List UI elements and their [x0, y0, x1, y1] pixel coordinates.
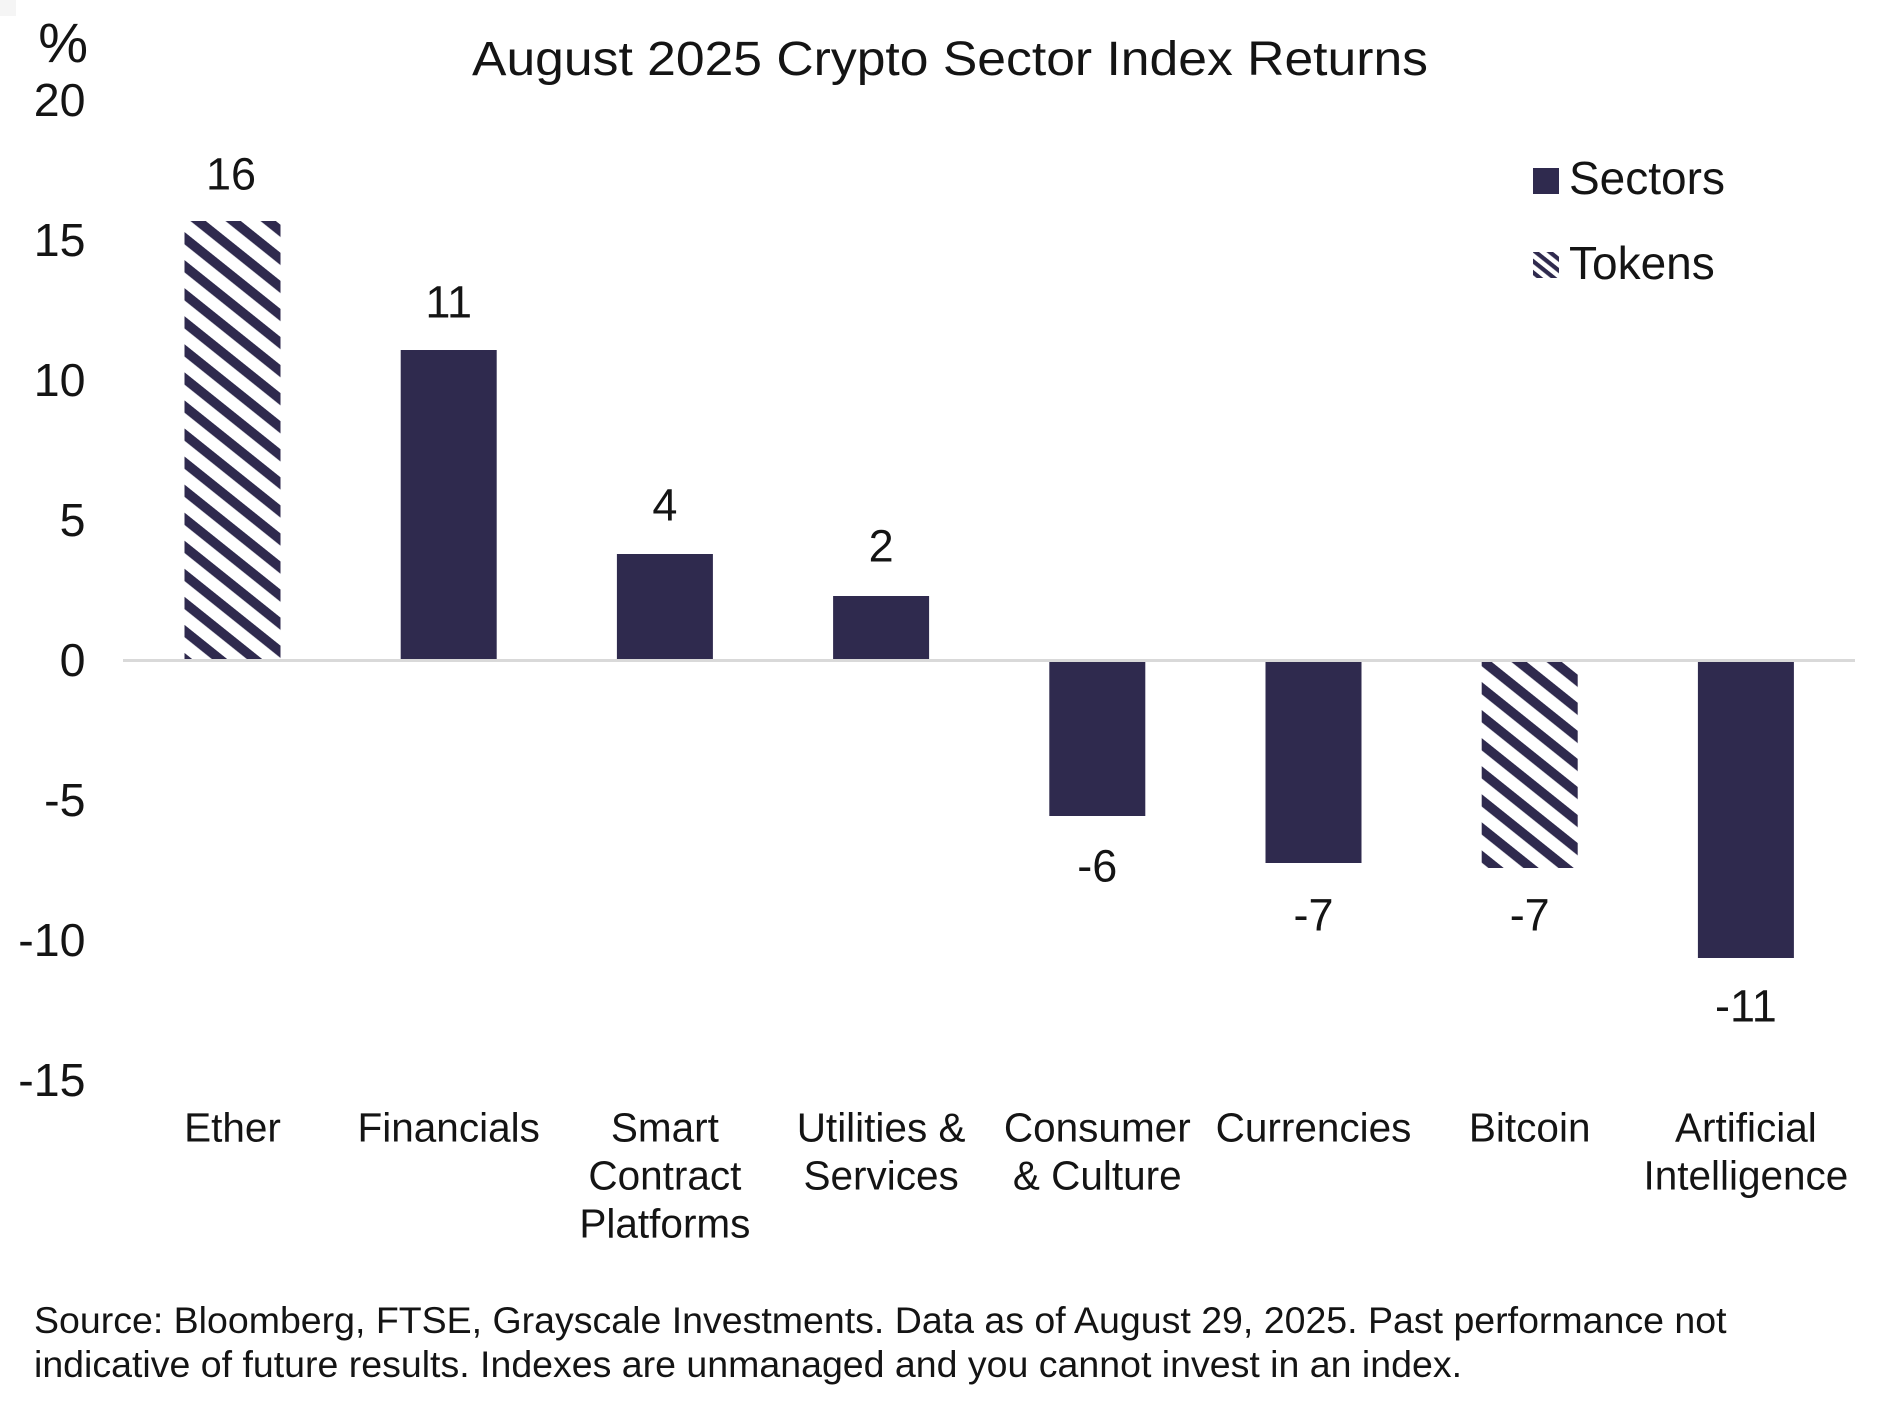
- svg-text:5: 5: [60, 494, 86, 546]
- svg-text:Sectors: Sectors: [1569, 152, 1725, 204]
- svg-text:11: 11: [425, 277, 472, 328]
- svg-text:%: %: [38, 11, 88, 74]
- svg-text:-7: -7: [1293, 890, 1333, 941]
- svg-text:4: 4: [652, 480, 677, 531]
- svg-text:Bitcoin: Bitcoin: [1469, 1104, 1591, 1150]
- svg-text:Tokens: Tokens: [1569, 237, 1715, 289]
- svg-text:August 2025 Crypto Sector Inde: August 2025 Crypto Sector Index Returns: [472, 33, 1428, 86]
- svg-text:-11: -11: [1715, 981, 1777, 1032]
- svg-text:Currencies: Currencies: [1216, 1104, 1412, 1150]
- svg-text:Artificial: Artificial: [1675, 1104, 1817, 1150]
- svg-text:-5: -5: [44, 774, 85, 826]
- svg-text:Financials: Financials: [358, 1104, 540, 1150]
- svg-text:Ether: Ether: [184, 1104, 281, 1150]
- svg-text:Source: Bloomberg, FTSE, Grays: Source: Bloomberg, FTSE, Grayscale Inves…: [34, 1299, 1727, 1341]
- svg-text:Consumer: Consumer: [1004, 1104, 1191, 1150]
- svg-text:Platforms: Platforms: [579, 1200, 750, 1246]
- svg-text:15: 15: [34, 214, 86, 266]
- svg-text:-10: -10: [18, 914, 85, 966]
- svg-text:& Culture: & Culture: [1013, 1152, 1182, 1198]
- svg-text:-15: -15: [18, 1054, 85, 1106]
- svg-text:indicative of future results.: indicative of future results. Indexes ar…: [34, 1343, 1462, 1385]
- svg-text:Services: Services: [803, 1152, 958, 1198]
- svg-text:Intelligence: Intelligence: [1643, 1152, 1848, 1198]
- svg-text:20: 20: [34, 74, 86, 126]
- svg-text:16: 16: [206, 149, 256, 200]
- svg-text:Smart: Smart: [611, 1104, 719, 1150]
- svg-text:-7: -7: [1510, 890, 1550, 941]
- svg-text:Utilities &: Utilities &: [797, 1104, 966, 1150]
- svg-text:10: 10: [34, 354, 86, 406]
- svg-text:0: 0: [60, 634, 86, 686]
- svg-text:Contract: Contract: [588, 1152, 741, 1198]
- svg-text:2: 2: [869, 521, 894, 572]
- svg-text:-6: -6: [1077, 841, 1117, 892]
